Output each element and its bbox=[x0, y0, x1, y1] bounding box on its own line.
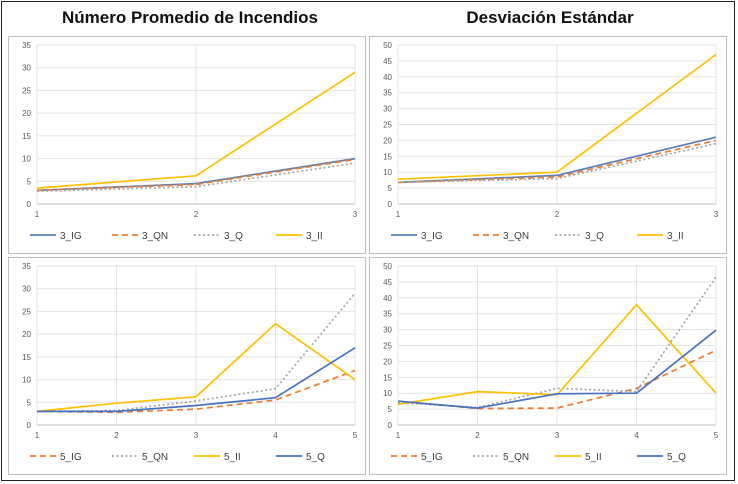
y-tick-label: 20 bbox=[383, 357, 392, 366]
series-line-3_II bbox=[397, 53, 717, 181]
chart-panel-bottom-left: 0 5 10 15 20 25 30 35 1 2 3 4 5 5_IG 5_QN 5_II 5_Q bbox=[8, 257, 366, 475]
series-line-5_II bbox=[397, 303, 717, 406]
x-tick-label: 4 bbox=[273, 431, 278, 440]
y-tick-label: 10 bbox=[22, 155, 31, 164]
legend-label: 5_QN bbox=[503, 452, 529, 463]
legend-label: 5_Q bbox=[306, 452, 325, 463]
y-tick-label: 0 bbox=[388, 200, 393, 209]
left-column-title: Número Promedio de Incendios bbox=[62, 8, 318, 27]
x-tick-label: 3 bbox=[194, 431, 199, 440]
x-tick-label: 2 bbox=[475, 431, 480, 440]
chart-panel-bottom-right: 0 5 10 15 20 25 30 35 40 45 50 1 2 3 4 5 5_IG 5_QN 5_II 5_Q bbox=[369, 257, 727, 475]
x-tick-label: 1 bbox=[35, 431, 40, 440]
x-tick-label: 2 bbox=[114, 431, 119, 440]
x-tick-label: 1 bbox=[35, 210, 40, 219]
y-tick-label: 20 bbox=[22, 109, 31, 118]
y-tick-label: 10 bbox=[383, 389, 392, 398]
y-tick-label: 50 bbox=[383, 41, 392, 50]
y-tick-label: 15 bbox=[383, 373, 392, 382]
legend-label: 3_QN bbox=[503, 231, 529, 242]
series-line-3_II bbox=[36, 71, 356, 189]
legend-label: 3_II bbox=[667, 231, 684, 242]
y-tick-label: 30 bbox=[22, 64, 31, 73]
legend-label: 5_II bbox=[585, 452, 602, 463]
line-chart-0: 0 5 10 15 20 25 30 35 1 2 3 3_IG 3_QN 3_Q 3_II bbox=[22, 41, 358, 242]
x-tick-label: 2 bbox=[194, 210, 199, 219]
x-tick-label: 3 bbox=[353, 210, 358, 219]
y-tick-label: 40 bbox=[383, 73, 392, 82]
y-tick-label: 25 bbox=[22, 86, 31, 95]
y-tick-label: 30 bbox=[383, 326, 392, 335]
legend-label: 3_II bbox=[306, 231, 323, 242]
y-tick-label: 5 bbox=[388, 184, 393, 193]
series-line-3_QN bbox=[397, 139, 717, 184]
y-tick-label: 35 bbox=[383, 89, 392, 98]
line-chart-2: 0 5 10 15 20 25 30 35 1 2 3 4 5 5_IG 5_QN 5_II 5_Q bbox=[22, 262, 358, 463]
legend-label: 3_IG bbox=[60, 231, 82, 242]
y-tick-label: 35 bbox=[22, 262, 31, 271]
legend-label: 3_IG bbox=[421, 231, 443, 242]
y-tick-label: 25 bbox=[383, 342, 392, 351]
series-line-3_QN bbox=[36, 158, 356, 192]
y-tick-label: 10 bbox=[22, 376, 31, 385]
y-tick-label: 0 bbox=[27, 421, 32, 430]
right-column-title: Desviación Estándar bbox=[466, 8, 634, 27]
series-line-5_II bbox=[36, 322, 356, 413]
y-tick-label: 5 bbox=[27, 177, 32, 186]
y-tick-label: 20 bbox=[383, 136, 392, 145]
y-tick-label: 50 bbox=[383, 262, 392, 271]
x-tick-label: 2 bbox=[555, 210, 560, 219]
y-tick-label: 30 bbox=[22, 285, 31, 294]
legend-label: 5_QN bbox=[142, 452, 168, 463]
legend-label: 5_IG bbox=[60, 452, 82, 463]
y-tick-label: 0 bbox=[27, 200, 32, 209]
line-chart-1: 0 5 10 15 20 25 30 35 40 45 50 1 2 3 3_IG 3_QN 3_Q 3_II bbox=[383, 41, 719, 242]
x-tick-label: 4 bbox=[634, 431, 639, 440]
x-tick-label: 3 bbox=[714, 210, 719, 219]
y-tick-label: 45 bbox=[383, 278, 392, 287]
y-tick-label: 30 bbox=[383, 105, 392, 114]
legend-label: 3_QN bbox=[142, 231, 168, 242]
y-tick-label: 15 bbox=[22, 132, 31, 141]
y-tick-label: 45 bbox=[383, 57, 392, 66]
y-tick-label: 25 bbox=[22, 307, 31, 316]
y-tick-label: 35 bbox=[22, 41, 31, 50]
series-line-3_Q bbox=[397, 142, 717, 184]
x-tick-label: 5 bbox=[714, 431, 719, 440]
series-line-5_Q bbox=[397, 329, 717, 409]
y-tick-label: 0 bbox=[388, 421, 393, 430]
x-tick-label: 1 bbox=[396, 431, 401, 440]
x-tick-label: 5 bbox=[353, 431, 358, 440]
legend-label: 3_Q bbox=[585, 231, 604, 242]
y-tick-label: 10 bbox=[383, 168, 392, 177]
series-line-3_Q bbox=[36, 162, 356, 193]
chart-panel-top-right: 0 5 10 15 20 25 30 35 40 45 50 1 2 3 3_IG 3_QN 3_Q 3_II bbox=[369, 36, 727, 254]
legend-label: 3_Q bbox=[224, 231, 243, 242]
y-tick-label: 25 bbox=[383, 121, 392, 130]
y-tick-label: 40 bbox=[383, 294, 392, 303]
y-tick-label: 15 bbox=[383, 152, 392, 161]
y-tick-label: 35 bbox=[383, 310, 392, 319]
legend-label: 5_II bbox=[224, 452, 241, 463]
y-tick-label: 20 bbox=[22, 330, 31, 339]
chart-panel-top-left: 0 5 10 15 20 25 30 35 1 2 3 3_IG 3_QN 3_Q 3_II bbox=[8, 36, 366, 254]
y-tick-label: 5 bbox=[27, 398, 32, 407]
x-tick-label: 1 bbox=[396, 210, 401, 219]
y-tick-label: 15 bbox=[22, 353, 31, 362]
y-tick-label: 5 bbox=[388, 405, 393, 414]
series-line-5_Q bbox=[37, 347, 356, 413]
legend-label: 5_IG bbox=[421, 452, 443, 463]
legend-label: 5_Q bbox=[667, 452, 686, 463]
x-tick-label: 3 bbox=[555, 431, 560, 440]
